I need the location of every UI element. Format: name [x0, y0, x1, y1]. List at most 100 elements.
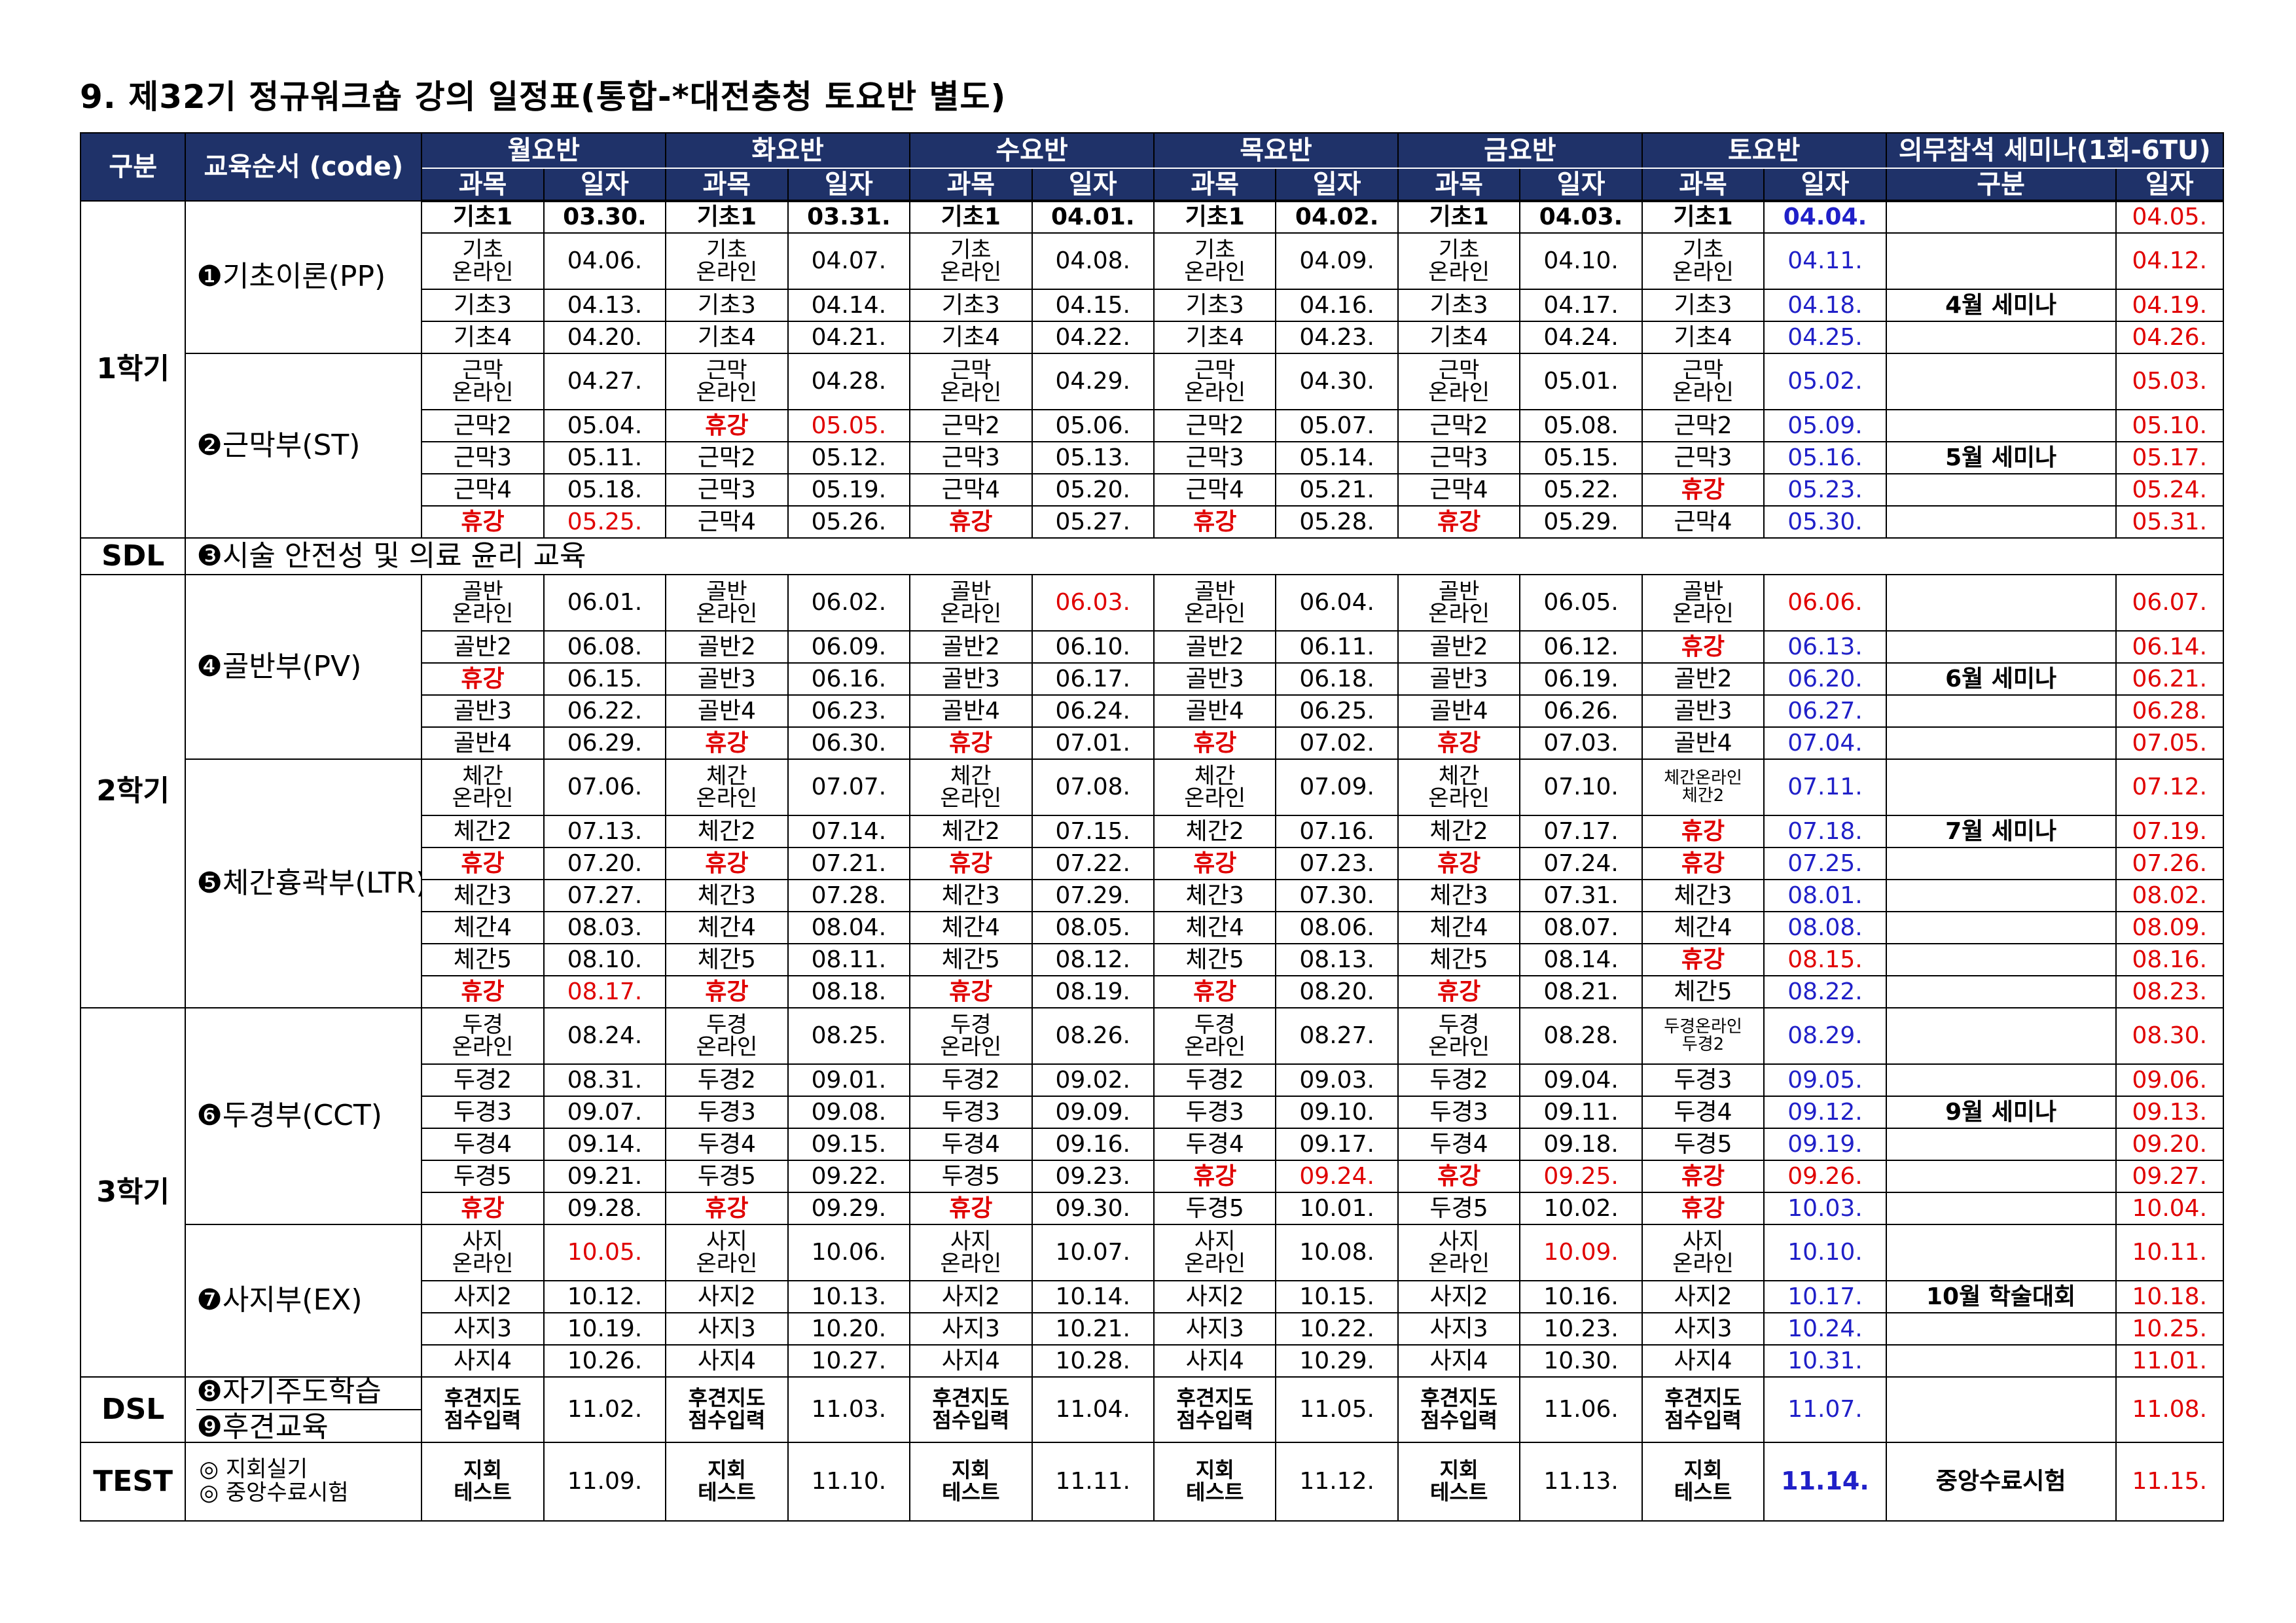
subject-cell: 두경 온라인	[1153, 1007, 1277, 1065]
subject-cell: 휴강	[665, 726, 789, 760]
subject-cell: 골반 온라인	[1153, 574, 1277, 632]
subject-line: 체간4	[1674, 914, 1732, 941]
subject-cell: 기초 온라인	[665, 232, 789, 290]
subject-line: 기초	[1682, 237, 1724, 263]
subject-line: 점수입력	[932, 1408, 1010, 1433]
term-label: 1학기	[79, 200, 187, 539]
subject-line: 골반4	[697, 697, 756, 724]
subject-line: 사지3	[1185, 1315, 1244, 1342]
subject-line: 체간3	[697, 882, 756, 909]
seminar-empty	[1885, 879, 2117, 912]
page-title: 9. 제32기 정규워크숍 강의 일정표(통합-*대전충청 토요반 별도)	[80, 78, 1007, 116]
subject-cell: 체간5	[1153, 943, 1277, 976]
subject-line: 휴강	[1437, 1162, 1481, 1190]
date-cell: 11.09.	[543, 1442, 667, 1522]
subject-cell: 골반3	[665, 662, 789, 696]
date-cell: 08.10.	[543, 943, 667, 976]
header-day-tue: 화요반	[665, 132, 911, 169]
date-cell: 09.25.	[1519, 1160, 1643, 1193]
subject-line: 골반2	[453, 633, 512, 660]
date-cell: 06.06.	[1763, 574, 1887, 632]
date-cell: 06.09.	[787, 630, 911, 664]
subject-line: 두경3	[1429, 1098, 1488, 1126]
date-cell: 04.02.	[1275, 200, 1399, 234]
date-cell: 09.18.	[1519, 1128, 1643, 1161]
date-cell: 06.30.	[787, 726, 911, 760]
subject-cell: 근막3	[1397, 441, 1521, 474]
subheader-date: 일자	[1519, 168, 1643, 202]
date-cell: 08.01.	[1763, 879, 1887, 912]
date-cell: 08.11.	[787, 943, 911, 976]
subject-line: 기초4	[697, 323, 756, 351]
subject-cell: 두경 온라인	[909, 1007, 1033, 1065]
subject-line: 체간2	[1681, 786, 1725, 806]
seminar-date: 05.03.	[2115, 353, 2225, 410]
subject-line: 휴강	[1681, 946, 1725, 973]
subject-line: 테스트	[1429, 1480, 1488, 1505]
subject-cell: 사지4	[909, 1344, 1033, 1378]
date-cell: 07.10.	[1519, 758, 1643, 816]
table-row: 체간4 08.03. 체간4 08.04. 체간4 08.05. 체간4 08.06. 체간4 0…	[81, 911, 2225, 944]
subject-cell: 체간3	[1397, 879, 1521, 912]
subject-cell: 휴강	[909, 726, 1033, 760]
date-cell: 09.23.	[1031, 1160, 1155, 1193]
subject-cell: 기초 온라인	[421, 232, 545, 290]
subject-line: 근막4	[453, 476, 512, 503]
subject-cell: 체간 온라인	[1153, 758, 1277, 816]
date-cell: 11.02.	[543, 1376, 667, 1443]
subject-line: 사지	[1194, 1228, 1236, 1255]
table-row: ❺체간흉곽부(LTR) 체간 온라인 07.06. 체간 온라인 07.07. 체간 온라인 07…	[81, 758, 2225, 1008]
seminar-date: 07.05.	[2115, 726, 2225, 760]
subject-cell: 골반2	[909, 630, 1033, 664]
subject-cell: 사지2	[1397, 1280, 1521, 1313]
date-cell: 09.04.	[1519, 1063, 1643, 1097]
subject-cell: 두경4	[665, 1128, 789, 1161]
date-cell: 03.31.	[787, 200, 911, 234]
subject-line: 온라인	[1184, 380, 1246, 406]
subject-cell: 근막2	[1397, 409, 1521, 442]
date-cell: 10.24.	[1763, 1312, 1887, 1346]
subject-line: 기초3	[453, 291, 512, 319]
subject-line: 근막2	[1185, 412, 1244, 439]
subject-line: 휴강	[1193, 508, 1237, 535]
date-cell: 08.08.	[1763, 911, 1887, 944]
subject-cell: 체간온라인 체간2	[1641, 758, 1765, 816]
table-row: 두경2 08.31. 두경2 09.01. 두경2 09.02. 두경2 09.03. 두경2 0…	[81, 1063, 2225, 1097]
date-cell: 06.16.	[787, 662, 911, 696]
date-cell: 11.06.	[1519, 1376, 1643, 1443]
subject-line: 근막3	[697, 476, 756, 503]
subject-line: 골반2	[1185, 633, 1244, 660]
subject-line: 두경	[950, 1012, 992, 1038]
subject-line: 골반	[950, 579, 992, 605]
header-day-fri: 금요반	[1397, 132, 1643, 169]
subject-line: 온라인	[940, 601, 1002, 627]
date-cell: 07.04.	[1763, 726, 1887, 760]
table-row: DSL ❽자기주도학습 ❾후견교육 후견지도 점수입력 11.02. 후견지도 점수입력 11.…	[79, 1376, 2225, 1443]
subject-line: 근막2	[453, 412, 512, 439]
date-cell: 04.16.	[1275, 289, 1399, 322]
subject-line: 근막4	[1674, 508, 1732, 535]
subject-cell: 휴강	[421, 662, 545, 696]
seminar-empty	[1885, 1007, 2117, 1065]
subject-cell: 지회 테스트	[665, 1442, 789, 1522]
subject-line: 휴강	[1681, 476, 1725, 503]
seminar-empty	[1885, 1128, 2117, 1161]
schedule-table: 구분 교육순서 (code) 월요반 화요반 수요반 목요반 금요반 토요반 의…	[79, 132, 2225, 1522]
date-cell: 06.24.	[1031, 694, 1155, 728]
date-cell: 06.11.	[1275, 630, 1399, 664]
subject-line: 두경4	[941, 1130, 1000, 1158]
subject-cell: 근막2	[1153, 409, 1277, 442]
subject-line: 두경5	[1185, 1194, 1244, 1222]
table-row: 두경3 09.07. 두경3 09.08. 두경3 09.09. 두경3 09.10. 두경3 0…	[81, 1096, 2225, 1129]
subject-line: 기초4	[1674, 323, 1732, 351]
subject-line: 체간온라인	[1664, 768, 1742, 788]
subject-cell: 체간3	[665, 879, 789, 912]
date-cell: 10.22.	[1275, 1312, 1399, 1346]
table-row: 근막4 05.18. 근막3 05.19. 근막4 05.20. 근막4 05.21. 근막4 0…	[81, 473, 2225, 507]
date-cell: 09.16.	[1031, 1128, 1155, 1161]
subject-line: 기초	[1194, 237, 1236, 263]
date-cell: 10.28.	[1031, 1344, 1155, 1378]
subject-line: 온라인	[1428, 601, 1490, 627]
subject-line: 사지3	[1674, 1315, 1732, 1342]
subject-cell: 체간5	[421, 943, 545, 976]
